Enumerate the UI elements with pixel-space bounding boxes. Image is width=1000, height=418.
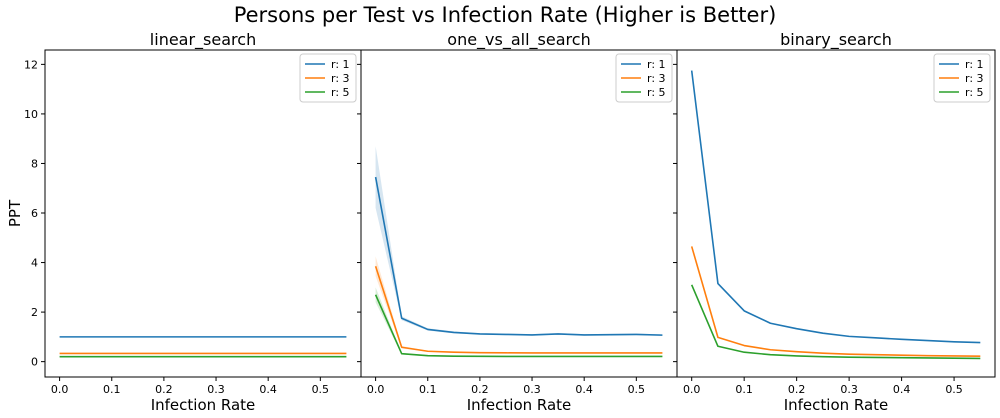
legend-label: r: 1 [331, 58, 350, 71]
x-tick-label: 0.3 [840, 383, 858, 396]
legend: r: 1r: 3r: 5 [933, 53, 991, 103]
x-tick-label: 0.0 [51, 383, 69, 396]
x-axis-label: Infection Rate [784, 396, 889, 414]
series-line-r3 [374, 266, 663, 354]
series-line-r1 [690, 70, 981, 344]
panel-title: one_vs_all_search [447, 30, 590, 50]
plot-area [361, 50, 677, 377]
x-tick-label: 0.1 [103, 383, 121, 396]
legend-label: r: 5 [331, 86, 350, 99]
y-tick-label: 12 [24, 58, 38, 71]
legend-label: r: 5 [965, 86, 984, 99]
panel-one_vs_all_search: 0.0 0.1 0.2 0.3 0.4 0.5 one_vs_all_search Infec… [357, 30, 678, 414]
x-tick-label: 0.4 [575, 383, 593, 396]
plot-area [45, 50, 361, 377]
panel-title: linear_search [150, 30, 256, 50]
y-tick-label: 4 [31, 257, 38, 270]
x-tick-label: 0.2 [788, 383, 806, 396]
x-axis-label: Infection Rate [467, 396, 572, 414]
y-tick-label: 10 [24, 108, 38, 121]
x-tick-label: 0.2 [471, 383, 489, 396]
legend: r: 1r: 3r: 5 [615, 53, 673, 103]
series-line-r1 [374, 176, 663, 336]
x-tick-label: 0.3 [207, 383, 225, 396]
panel-linear_search: 0.0 0.1 0.2 0.3 0.4 0.5 0 2 4 6 8 10 12 linear_search… [6, 30, 362, 414]
series-line-r5 [690, 284, 981, 360]
legend-label: r: 3 [331, 72, 350, 85]
plot-area [677, 50, 995, 377]
legend-label: r: 1 [965, 58, 984, 71]
panels: 0.0 0.1 0.2 0.3 0.4 0.5 0 2 4 6 8 10 12 linear_search… [6, 30, 996, 414]
legend: r: 1r: 3r: 5 [299, 53, 357, 103]
legend-label: r: 1 [647, 58, 666, 71]
y-tick-label: 0 [31, 356, 38, 369]
x-axis-label: Infection Rate [151, 396, 256, 414]
x-tick-label: 0.3 [523, 383, 541, 396]
x-tick-label: 0.5 [312, 383, 330, 396]
panel-binary_search: 0.0 0.1 0.2 0.3 0.4 0.5 binary_search Infection… [673, 30, 996, 414]
y-tick-label: 6 [31, 207, 38, 220]
x-tick-label: 0.2 [155, 383, 173, 396]
figure-suptitle: Persons per Test vs Infection Rate (High… [234, 3, 777, 27]
x-tick-label: 0.5 [945, 383, 963, 396]
y-tick-label: 8 [31, 157, 38, 170]
x-tick-label: 0.0 [683, 383, 701, 396]
legend-box [299, 53, 357, 103]
legend-label: r: 3 [965, 72, 984, 85]
x-tick-label: 0.5 [628, 383, 646, 396]
x-tick-label: 0.4 [893, 383, 911, 396]
legend-label: r: 3 [647, 72, 666, 85]
x-tick-label: 0.1 [735, 383, 753, 396]
x-tick-label: 0.1 [419, 383, 437, 396]
y-axis-label: PPT [6, 199, 24, 227]
x-tick-label: 0.4 [259, 383, 277, 396]
legend-box [933, 53, 991, 103]
panel-title: binary_search [780, 30, 892, 50]
x-tick-label: 0.0 [367, 383, 385, 396]
y-tick-label: 2 [31, 306, 38, 319]
legend-box [615, 53, 673, 103]
series-line-r5 [374, 294, 663, 358]
series-line-r3 [690, 246, 981, 357]
legend-label: r: 5 [647, 86, 666, 99]
